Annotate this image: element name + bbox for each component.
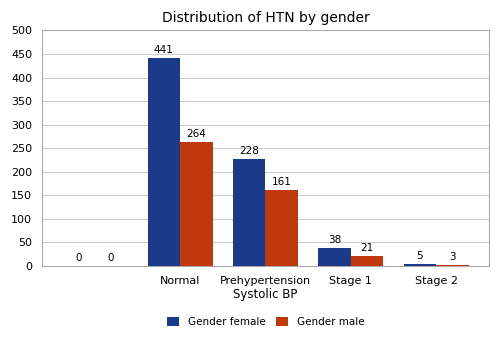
Text: 161: 161 [272,177,291,187]
Text: 21: 21 [360,243,374,253]
Bar [351,256,383,266]
Bar [266,190,298,266]
Bar [318,248,351,266]
Bar [148,58,180,266]
Text: 441: 441 [154,45,174,56]
Text: 5: 5 [416,251,423,261]
Bar [436,265,468,266]
Bar [404,264,436,266]
Bar [180,142,212,266]
Text: 38: 38 [328,235,341,245]
Title: Distribution of HTN by gender: Distribution of HTN by gender [162,11,370,25]
Bar [233,159,266,266]
Text: 264: 264 [186,129,206,139]
Text: 0: 0 [108,253,114,263]
Text: 3: 3 [449,252,456,262]
Text: 0: 0 [75,253,82,263]
Text: 228: 228 [240,146,259,156]
Legend: Gender female, Gender male: Gender female, Gender male [164,314,368,330]
X-axis label: Systolic BP: Systolic BP [233,288,298,301]
